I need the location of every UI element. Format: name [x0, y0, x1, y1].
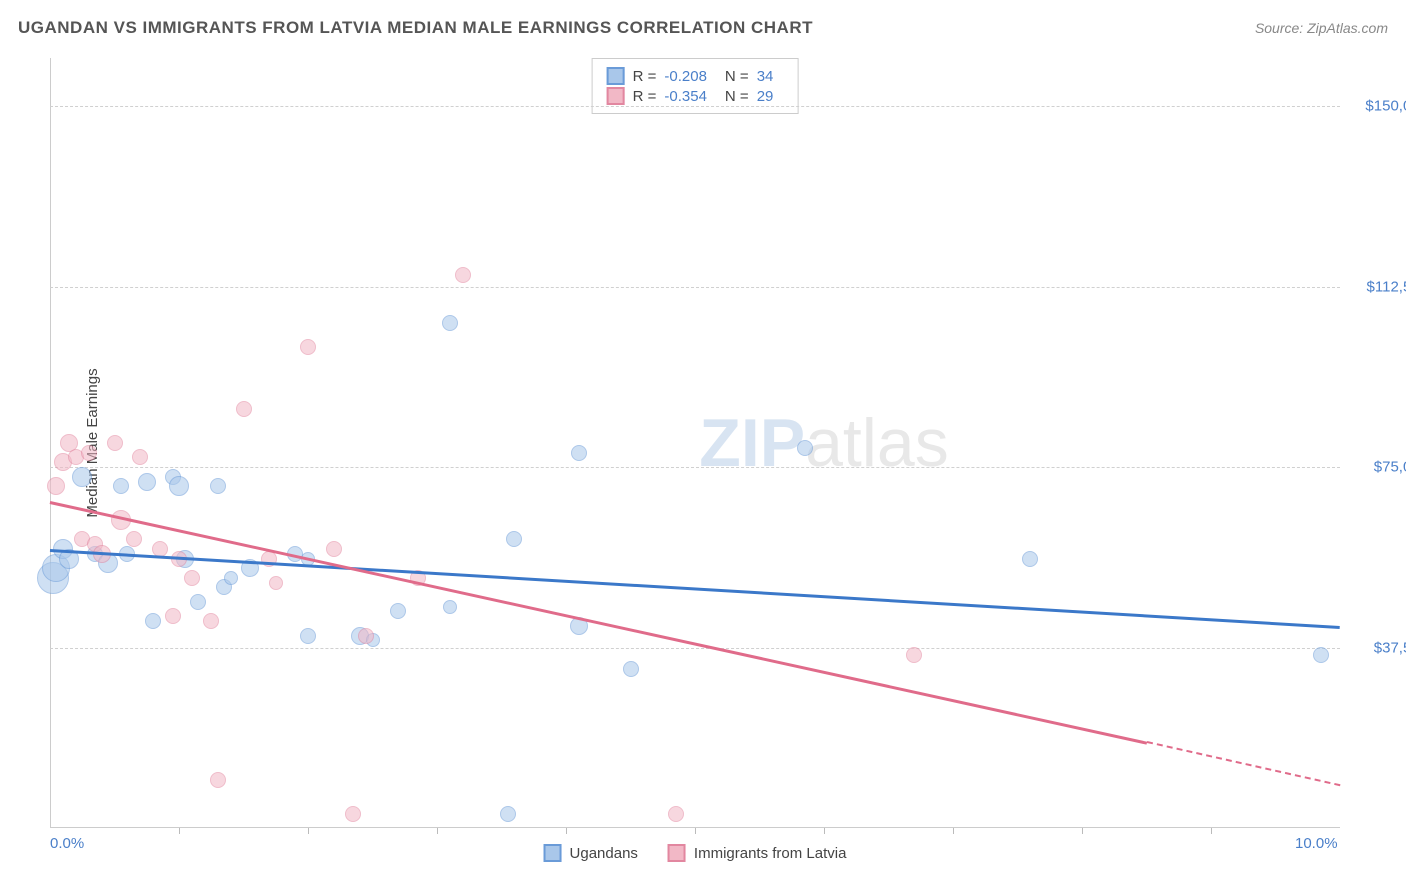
r-value-0: -0.208: [664, 68, 707, 85]
chart-title: UGANDAN VS IMMIGRANTS FROM LATVIA MEDIAN…: [18, 18, 813, 38]
xtick-mark: [695, 828, 696, 834]
data-point: [506, 531, 522, 547]
r-value-1: -0.354: [664, 88, 707, 105]
data-point: [443, 600, 457, 614]
data-point: [47, 477, 65, 495]
data-point: [326, 541, 342, 557]
data-point: [132, 449, 148, 465]
ytick-label: $150,000: [1348, 98, 1406, 115]
xtick-mark: [308, 828, 309, 834]
gridline-h: [50, 648, 1340, 649]
data-point: [358, 628, 374, 644]
legend-swatch-0: [544, 844, 562, 862]
data-point: [184, 570, 200, 586]
swatch-1: [607, 87, 625, 105]
data-point: [668, 806, 684, 822]
data-point: [113, 478, 129, 494]
source-attribution: Source: ZipAtlas.com: [1255, 20, 1388, 36]
xtick-mark: [1211, 828, 1212, 834]
data-point: [623, 661, 639, 677]
legend-swatch-1: [668, 844, 686, 862]
data-point: [269, 576, 283, 590]
data-point: [190, 594, 206, 610]
legend-item-0: Ugandans: [544, 844, 638, 862]
data-point: [455, 267, 471, 283]
ytick-label: $75,000: [1348, 459, 1406, 476]
data-point: [145, 613, 161, 629]
data-point: [107, 435, 123, 451]
bottom-legend: Ugandans Immigrants from Latvia: [544, 844, 847, 862]
chart-header: UGANDAN VS IMMIGRANTS FROM LATVIA MEDIAN…: [18, 18, 1388, 38]
r-label-1: R =: [633, 88, 657, 105]
trendline-dash: [1146, 741, 1340, 786]
data-point: [906, 647, 922, 663]
xtick-mark: [824, 828, 825, 834]
data-point: [81, 445, 97, 461]
data-point: [390, 603, 406, 619]
data-point: [224, 571, 238, 585]
legend-label-0: Ugandans: [570, 845, 638, 862]
data-point: [300, 339, 316, 355]
n-label-0: N =: [725, 68, 749, 85]
stats-row-0: R = -0.208 N = 34: [607, 67, 784, 85]
gridline-h: [50, 106, 1340, 107]
n-label-1: N =: [725, 88, 749, 105]
gridline-h: [50, 467, 1340, 468]
data-point: [72, 467, 92, 487]
r-label-0: R =: [633, 68, 657, 85]
trendline: [50, 549, 1340, 628]
data-point: [138, 473, 156, 491]
stats-row-1: R = -0.354 N = 29: [607, 87, 784, 105]
data-point: [236, 401, 252, 417]
data-point: [1313, 647, 1329, 663]
data-point: [203, 613, 219, 629]
xtick-label: 0.0%: [50, 835, 84, 852]
plot-region: ZIPatlas R = -0.208 N = 34 R = -0.354 N …: [50, 58, 1340, 828]
chart-area: Median Male Earnings ZIPatlas R = -0.208…: [50, 58, 1340, 828]
y-axis-line: [50, 58, 51, 828]
gridline-h: [50, 287, 1340, 288]
watermark: ZIPatlas: [699, 404, 948, 482]
data-point: [571, 445, 587, 461]
data-point: [210, 772, 226, 788]
data-point: [442, 315, 458, 331]
xtick-mark: [953, 828, 954, 834]
n-value-0: 34: [757, 68, 774, 85]
data-point: [165, 608, 181, 624]
xtick-mark: [437, 828, 438, 834]
data-point: [797, 440, 813, 456]
data-point: [1022, 551, 1038, 567]
watermark-rest: atlas: [805, 405, 949, 481]
swatch-0: [607, 67, 625, 85]
data-point: [169, 476, 189, 496]
data-point: [126, 531, 142, 547]
xtick-mark: [566, 828, 567, 834]
xtick-mark: [1082, 828, 1083, 834]
legend-item-1: Immigrants from Latvia: [668, 844, 847, 862]
watermark-bold: ZIP: [699, 405, 805, 481]
data-point: [210, 478, 226, 494]
legend-label-1: Immigrants from Latvia: [694, 845, 847, 862]
n-value-1: 29: [757, 88, 774, 105]
data-point: [500, 806, 516, 822]
xtick-label: 10.0%: [1295, 835, 1338, 852]
xtick-mark: [179, 828, 180, 834]
ytick-label: $112,500: [1348, 278, 1406, 295]
ytick-label: $37,500: [1348, 639, 1406, 656]
data-point: [345, 806, 361, 822]
data-point: [300, 628, 316, 644]
